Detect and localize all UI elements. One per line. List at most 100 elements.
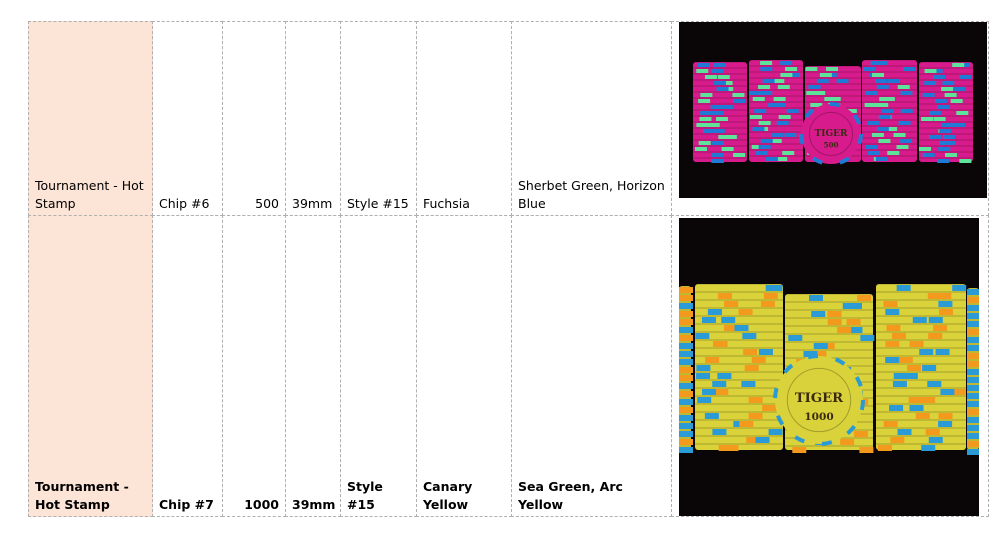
cell-type[interactable]: Tournament - Hot Stamp xyxy=(28,215,153,517)
chip-insert xyxy=(885,127,898,131)
chip-insert xyxy=(701,317,716,323)
chip-insert xyxy=(898,357,913,363)
chip-insert xyxy=(786,109,799,113)
chip-insert xyxy=(679,415,693,421)
front-chip xyxy=(799,102,863,166)
chip-insert xyxy=(716,87,729,91)
chip-insert xyxy=(703,129,716,133)
chip-insert xyxy=(811,311,826,317)
chip-insert xyxy=(924,69,937,73)
chip-insert xyxy=(836,79,849,83)
chip-insert xyxy=(712,381,727,387)
chip-insert xyxy=(808,295,823,301)
chip-insert xyxy=(751,145,764,149)
chip-photo-fuchsia: TIGER 500 xyxy=(679,22,987,198)
chip-insert xyxy=(896,145,909,149)
chip-insert xyxy=(758,121,771,125)
chip-insert xyxy=(967,417,979,423)
chip-insert xyxy=(859,447,874,453)
cell-text: Style #15 xyxy=(347,479,383,512)
chip-insert xyxy=(875,157,888,161)
chip-insert xyxy=(749,91,762,95)
chip-insert xyxy=(718,135,731,139)
cell-accent-colors[interactable]: Sea Green, Arc Yellow xyxy=(511,215,672,517)
chip-insert xyxy=(750,115,763,119)
chip-insert xyxy=(857,295,872,301)
chip-insert xyxy=(752,97,765,101)
chip-insert xyxy=(922,93,935,97)
chip-insert xyxy=(805,67,818,71)
chip-insert xyxy=(933,117,946,121)
chip-insert xyxy=(933,325,948,331)
chip-insert xyxy=(679,399,693,405)
chip-insert xyxy=(788,335,803,341)
chip-insert xyxy=(754,109,767,113)
chip-insert xyxy=(679,375,693,381)
chip-insert xyxy=(780,73,793,77)
chip-insert xyxy=(741,381,756,387)
chip-insert xyxy=(724,301,739,307)
chip-insert xyxy=(679,295,693,301)
cell-text: Fuchsia xyxy=(423,196,470,211)
chip-insert xyxy=(951,389,966,395)
chip-insert xyxy=(941,87,954,91)
chip-insert xyxy=(892,381,907,387)
chip-insert xyxy=(956,111,969,115)
chip-insert xyxy=(768,429,783,435)
chip-insert xyxy=(780,61,793,65)
chip-insert xyxy=(967,289,979,295)
cell-size[interactable]: 39mm xyxy=(285,215,341,517)
chip-insert xyxy=(967,409,979,415)
chip-insert xyxy=(700,93,713,97)
chip-insert xyxy=(679,359,693,365)
chip-insert xyxy=(922,153,935,157)
chip-stack xyxy=(695,284,783,450)
chip-insert xyxy=(746,437,761,443)
chip-insert xyxy=(915,413,930,419)
chip-insert xyxy=(967,433,979,439)
cell-base-color[interactable]: Canary Yellow xyxy=(416,215,512,517)
chip-insert xyxy=(941,123,954,127)
chip-insert xyxy=(885,357,900,363)
chip-insert xyxy=(865,145,878,149)
chip-insert xyxy=(679,407,693,413)
cell-text: 500 xyxy=(255,196,279,211)
chip-insert xyxy=(935,349,950,355)
chip-insert xyxy=(679,287,693,293)
cell-style[interactable]: Style #15 xyxy=(340,215,417,517)
cell-chip[interactable]: Chip #7 xyxy=(152,215,223,517)
chip-insert xyxy=(810,103,823,107)
chip-insert xyxy=(928,437,943,443)
cell-image[interactable] xyxy=(671,215,989,517)
chip-insert xyxy=(760,67,773,71)
chip-insert xyxy=(775,157,788,161)
cell-size[interactable]: 39mm xyxy=(285,21,341,216)
cell-accent-colors[interactable]: Sherbet Green, Horizon Blue xyxy=(511,21,672,216)
cell-value[interactable]: 1000 xyxy=(222,215,286,517)
chip-insert xyxy=(734,325,749,331)
front-chip-ring xyxy=(808,111,854,157)
chip-insert xyxy=(876,103,889,107)
chip-insert xyxy=(711,159,724,163)
chip-insert xyxy=(967,313,979,319)
chip-insert xyxy=(721,105,734,109)
chip-insert xyxy=(871,133,884,137)
cell-base-color[interactable]: Fuchsia xyxy=(416,21,512,216)
chip-insert xyxy=(900,139,913,143)
cell-type[interactable]: Tournament - Hot Stamp xyxy=(28,21,153,216)
chip-insert xyxy=(679,327,693,333)
chip-insert xyxy=(863,67,876,71)
chip-insert xyxy=(967,393,979,399)
chip-insert xyxy=(952,285,967,291)
chip-insert xyxy=(938,147,951,151)
chip-insert xyxy=(705,357,720,363)
chip-insert xyxy=(743,349,758,355)
cell-chip[interactable]: Chip #6 xyxy=(152,21,223,216)
chip-insert xyxy=(739,421,754,427)
cell-style[interactable]: Style #15 xyxy=(340,21,417,216)
cell-text: Sherbet Green, Horizon Blue xyxy=(518,178,665,211)
cell-value[interactable]: 500 xyxy=(222,21,286,216)
chip-insert xyxy=(937,159,950,163)
chip-insert xyxy=(937,105,950,109)
cell-text: Sea Green, Arc Yellow xyxy=(518,479,623,512)
